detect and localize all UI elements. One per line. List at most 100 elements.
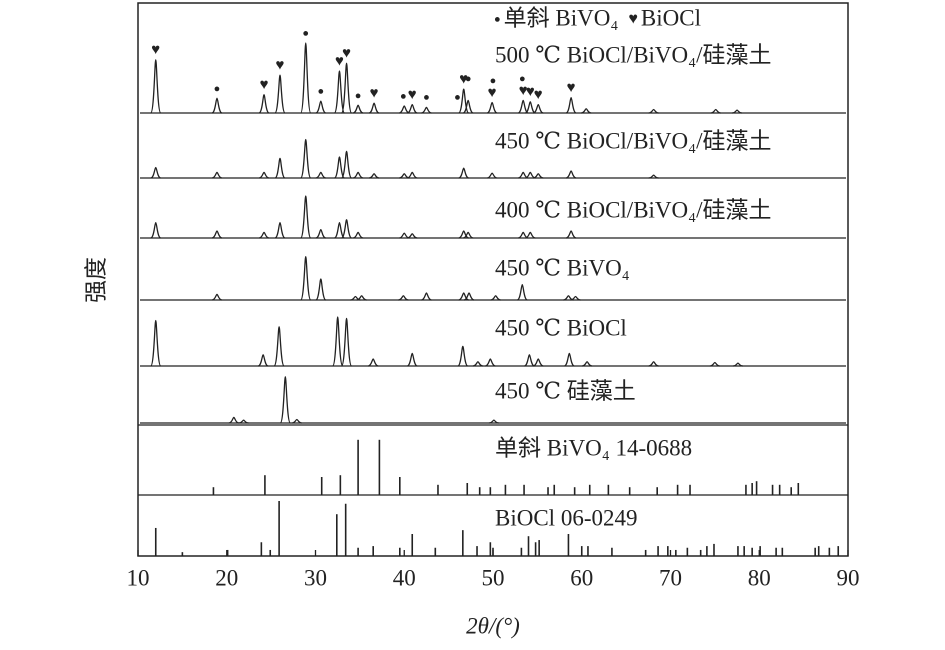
diffraction-peak (563, 295, 574, 301)
phase-marker: ● (302, 28, 309, 40)
diffraction-peak (300, 42, 312, 114)
phase-marker: ♥ (519, 83, 528, 99)
x-tick-label: 50 (482, 565, 505, 590)
diffraction-peak (211, 171, 223, 179)
diffraction-peak (334, 221, 345, 239)
diffraction-peak (340, 317, 353, 367)
diffraction-peak (352, 231, 364, 239)
phase-marker: ♥ (370, 86, 379, 102)
diffraction-peak (565, 170, 577, 179)
phase-marker: ♥ (276, 58, 285, 74)
diffraction-peak (352, 171, 364, 179)
phase-marker: ♥ (408, 87, 417, 103)
phase-marker: ♥ (526, 84, 535, 100)
diffraction-peak (274, 157, 286, 179)
diffraction-peak (407, 103, 418, 114)
diffraction-peak (407, 171, 418, 179)
diffraction-peak (581, 361, 593, 367)
diffraction-peak (488, 419, 499, 424)
diffraction-peak (648, 108, 659, 114)
diffraction-peak (517, 99, 529, 114)
diffraction-peak (472, 361, 484, 367)
x-tick-label: 20 (215, 565, 238, 590)
series-label: BiOCl 06-0249 (495, 505, 637, 530)
diffraction-peak (399, 173, 410, 179)
diffraction-peak (300, 195, 312, 239)
diffraction-peak (274, 221, 286, 239)
x-tick-label: 10 (127, 565, 150, 590)
series-label: 450 ℃ BiVO₄ (495, 255, 630, 280)
diffraction-peak (732, 109, 743, 114)
phase-marker: ♥ (488, 85, 497, 101)
diffraction-peak (315, 278, 327, 301)
diffraction-peak (238, 419, 249, 424)
diffraction-peak (274, 74, 286, 114)
diffraction-peak (300, 255, 312, 301)
phase-marker: ● (519, 73, 526, 85)
diffraction-peak (487, 172, 498, 179)
diffraction-peak (421, 292, 432, 301)
x-tick-label: 40 (393, 565, 416, 590)
diffraction-peak (315, 171, 326, 179)
diffraction-peak (518, 171, 529, 179)
diffraction-peak (258, 94, 270, 114)
diffraction-peak (315, 100, 327, 114)
diffraction-peak (368, 173, 380, 179)
diffraction-peak (457, 345, 469, 367)
diffraction-peak (463, 292, 475, 301)
phase-marker: ● (400, 91, 407, 103)
diffraction-peak (368, 358, 379, 367)
series-label: 400 ℃ BiOCl/BiVO₄/硅藻土 (495, 197, 772, 222)
diffraction-peak (458, 167, 469, 179)
diffraction-peak (525, 231, 536, 239)
diffraction-peak (398, 295, 409, 301)
diffraction-peak (300, 138, 312, 179)
diffraction-peak (516, 283, 528, 301)
phase-marker: ♥ (567, 80, 576, 96)
legend-label: 单斜 BiVO₄ (504, 5, 619, 30)
phase-marker: ♥ (260, 77, 269, 93)
diffraction-peak (524, 354, 535, 367)
diffraction-peak (648, 174, 659, 179)
series-label: 450 ℃ BiOCl (495, 315, 627, 340)
diffraction-peak (211, 293, 223, 301)
diffraction-peak (150, 166, 161, 179)
x-axis-label: 2θ/(°) (466, 613, 520, 638)
legend-symbol: ● (494, 14, 501, 26)
diffraction-peak (273, 326, 285, 367)
diffraction-peak (421, 106, 432, 114)
phase-marker: ● (423, 92, 430, 104)
series-label: 单斜 BiVO₄ 14-0688 (495, 435, 692, 460)
diffraction-peak (352, 104, 364, 114)
diffraction-peak (341, 219, 352, 239)
phase-marker: ♥ (342, 46, 351, 62)
y-axis-label: 强度 (83, 257, 108, 303)
diffraction-peak (315, 228, 327, 239)
diffraction-peak (710, 108, 721, 114)
diffraction-peak (258, 171, 270, 179)
diffraction-peak (333, 156, 346, 179)
phase-marker: ● (490, 75, 497, 87)
phase-marker: ♥ (335, 53, 344, 69)
x-tick-label: 80 (748, 565, 771, 590)
legend-label: BiOCl (641, 5, 701, 30)
series-label: 500 ℃ BiOCl/BiVO₄/硅藻土 (495, 42, 772, 67)
diffraction-peak (533, 103, 544, 114)
x-tick-label: 70 (659, 565, 682, 590)
phase-marker: ● (454, 92, 461, 104)
x-tick-label: 60 (570, 565, 593, 590)
series-label: 450 ℃ 硅藻土 (495, 378, 636, 403)
diffraction-peak (332, 316, 344, 367)
phase-marker: ♥ (151, 42, 160, 58)
diffraction-peak (150, 319, 162, 367)
diffraction-peak (279, 376, 291, 424)
diffraction-peak (486, 101, 498, 114)
diffraction-peak (399, 232, 410, 239)
diffraction-peak (150, 59, 162, 114)
diffraction-peak (564, 352, 575, 367)
series-label: 450 ℃ BiOCl/BiVO₄/硅藻土 (495, 128, 772, 153)
diffraction-peak (518, 231, 529, 239)
diffraction-peak (211, 230, 223, 239)
diffraction-peak (463, 231, 474, 239)
